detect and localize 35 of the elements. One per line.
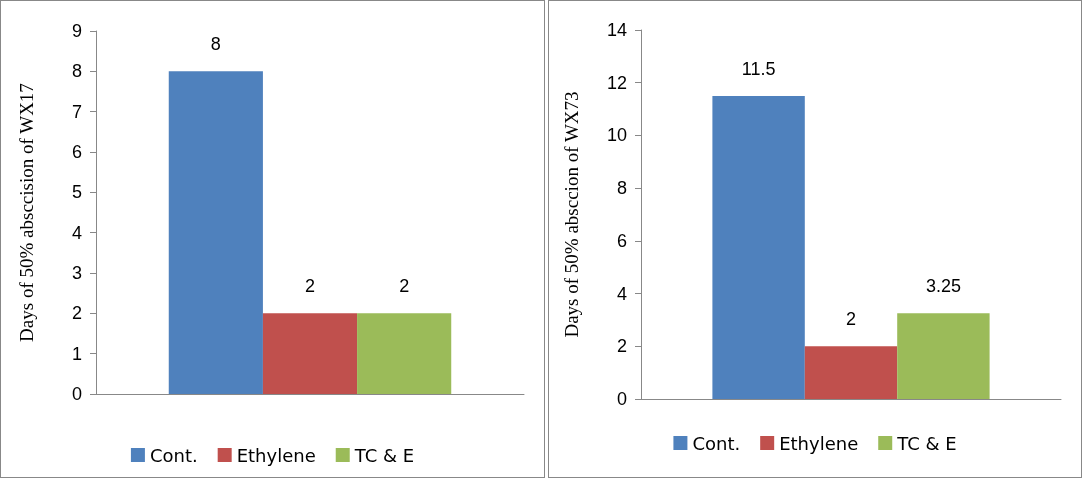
- y-tick-label: 4: [71, 222, 82, 243]
- data-label: 2: [304, 276, 316, 297]
- y-tick-label: 9: [71, 21, 82, 41]
- y-tick-label: 4: [616, 283, 627, 304]
- bar: [712, 95, 805, 399]
- y-tick-label: 8: [616, 178, 627, 199]
- y-tick-label: 7: [71, 101, 82, 122]
- y-tick-label: 10: [606, 125, 627, 146]
- y-tick-label: 1: [71, 343, 82, 364]
- y-tick-label: 12: [606, 72, 627, 93]
- y-tick-label: 3: [71, 263, 82, 283]
- y-axis-title: Days of 50% absccision of WX17: [16, 83, 37, 342]
- legend-label: TC & E: [353, 444, 415, 466]
- y-tick-label: 14: [606, 20, 627, 40]
- bar: [804, 346, 898, 399]
- data-label: 2: [845, 309, 857, 330]
- bar: [897, 313, 990, 399]
- y-tick-label: 5: [71, 182, 82, 203]
- y-axis-title: Days of 50% absccion of WX73: [561, 91, 582, 338]
- legend-label: Cont.: [149, 444, 198, 466]
- data-label: 3.25: [925, 276, 961, 297]
- data-label: 8: [210, 34, 221, 55]
- y-tick-label: 6: [616, 230, 627, 251]
- y-tick-label: 0: [71, 384, 82, 404]
- data-label: 2: [399, 276, 410, 297]
- legend-label: TC & E: [896, 432, 957, 454]
- legend-label: Ethylene: [236, 444, 316, 466]
- y-tick-label: 0: [616, 389, 627, 409]
- legend-label: Ethylene: [779, 432, 859, 454]
- y-tick-label: 2: [71, 303, 82, 324]
- legend-label: Cont.: [692, 432, 741, 454]
- y-tick-label: 2: [616, 336, 627, 357]
- y-tick-label: 8: [71, 61, 82, 82]
- data-label: 11.5: [741, 58, 776, 79]
- y-tick-label: 6: [71, 142, 82, 162]
